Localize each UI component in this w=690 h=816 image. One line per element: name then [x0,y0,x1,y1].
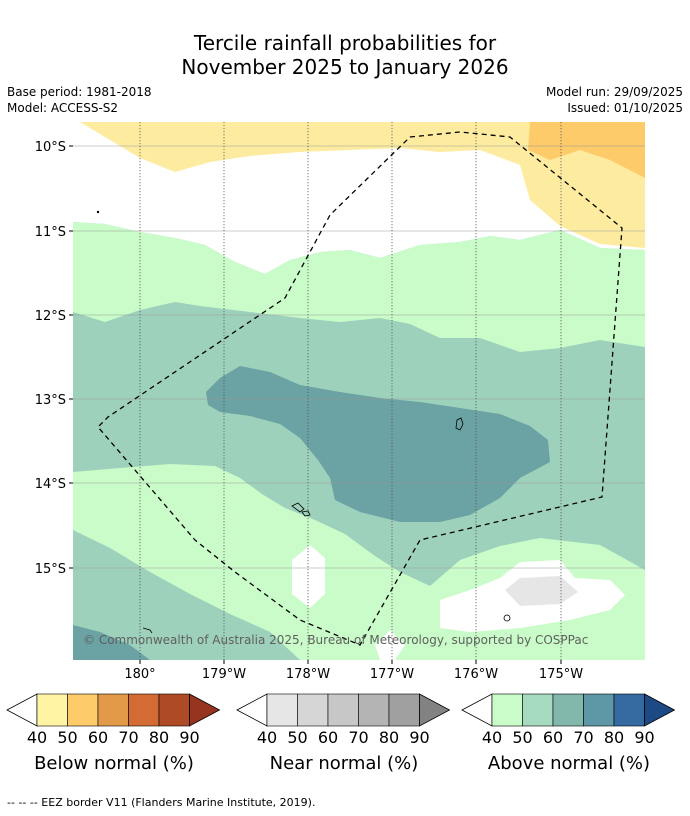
eez-border [97,131,623,646]
title-line-1: Tercile rainfall probabilities for [193,31,497,55]
colorbar-near-segment [358,693,390,727]
colorbar-below-label: Below normal (%) [34,753,194,774]
colorbar-below-tick: 40 [26,728,48,747]
colorbar-near-tick: 90 [409,728,430,747]
colorbars [6,693,676,727]
lon-ticks [139,660,562,664]
probability-map [73,122,645,660]
colorbar-near-segment [327,693,359,727]
map-region-above-60-southwest [73,530,300,660]
colorbar-above-segment [552,693,584,727]
map-region-above-50-north [73,222,645,352]
colorbar-near-left-arrow [236,693,268,727]
lat-label-10s: 10°S [35,140,66,155]
lat-label-14s: 14°S [35,477,66,492]
colorbar-below-segment [67,693,99,727]
colorbar-below-tick: 50 [57,728,78,747]
island-2 [291,502,305,513]
colorbar-near-segment [388,693,420,727]
colorbar-above-segment [613,693,645,727]
colorbar-below-tick: 90 [179,728,200,747]
map-region-near-50 [505,576,578,606]
island-6 [96,210,100,214]
colorbar-below-segment [158,693,190,727]
colorbar-below-segment [36,693,68,727]
colorbar-near-tick: 40 [256,728,278,747]
colorbar-below-tick: 70 [118,728,139,747]
colorbar-above-segment [491,693,523,727]
colorbar-above-tick: 60 [542,728,564,747]
island-4 [503,614,511,622]
island-1 [455,417,464,431]
lat-label-12s: 12°S [35,309,66,324]
colorbar-near-segment [297,693,329,727]
colorbar-above-segment [583,693,615,727]
lat-label-15s: 15°S [35,562,66,577]
island-5 [142,627,153,634]
model-run-text: Model run: 29/09/2025 [545,85,683,99]
lon-label-175w: 175°W [539,667,583,682]
title-line-2: November 2025 to January 2026 [181,55,509,79]
colorbar-below-right-arrow [189,693,221,727]
lon-label-176w: 176°W [454,667,498,682]
issued-text: Issued: 01/10/2025 [567,101,683,115]
base-period-text: Base period: 1981-2018 [7,85,152,99]
colorbar-near-segment [266,693,298,727]
colorbar-above-tick: 80 [603,728,625,747]
colorbar-above-tick: 40 [481,728,503,747]
colorbar-near-label: Near normal (%) [269,753,419,774]
colorbar-below-tick: 60 [87,728,109,747]
colorbar-below-segment [128,693,160,727]
map-region-normal-south-3 [375,630,405,660]
colorbar-above-left-arrow [461,693,493,727]
lon-label-178w: 178°W [286,667,330,682]
lat-label-13s: 13°S [35,393,66,408]
colorbar-near-right-arrow [419,693,451,727]
model-text: Model: ACCESS-S2 [7,101,119,115]
colorbar-below-tick: 80 [148,728,170,747]
map-region-below-60 [528,122,645,178]
lat-label-11s: 11°S [35,225,66,240]
colorbar-below-left-arrow [6,693,38,727]
meta-left: Base period: 1981-2018 Model: ACCESS-S2 [7,84,152,116]
lat-ticks [69,145,73,569]
lon-label-179w: 179°W [202,667,246,682]
colorbar-above-label: Above normal (%) [487,753,651,774]
map-region-below-50 [80,122,645,248]
colorbar-above-tick: 90 [634,728,655,747]
colorbar-near-tick: 60 [317,728,339,747]
map-gridlines [73,145,645,569]
map-region-above-70-southwest [73,625,150,660]
colorbar-above-tick: 70 [573,728,594,747]
copyright-text: © Commonwealth of Australia 2025, Bureau… [83,633,589,647]
lon-label-180: 180° [124,667,155,682]
island-3 [301,510,311,517]
meta-right: Model run: 29/09/2025 Issued: 01/10/2025 [546,84,683,116]
islands [96,210,511,634]
colorbar-above-segment [522,693,554,727]
lon-label-177w: 177°W [370,667,414,682]
colorbar-near-tick: 70 [348,728,369,747]
colorbar-near-tick: 80 [378,728,400,747]
map-region-normal-south-1 [292,545,325,608]
colorbar-below-segment [97,693,129,727]
colorbar-above-right-arrow [644,693,676,727]
colorbar-above-tick: 50 [512,728,533,747]
eez-footnote: -- -- -- EEZ border V11 (Flanders Marine… [7,796,316,809]
colorbar-near-tick: 50 [287,728,308,747]
